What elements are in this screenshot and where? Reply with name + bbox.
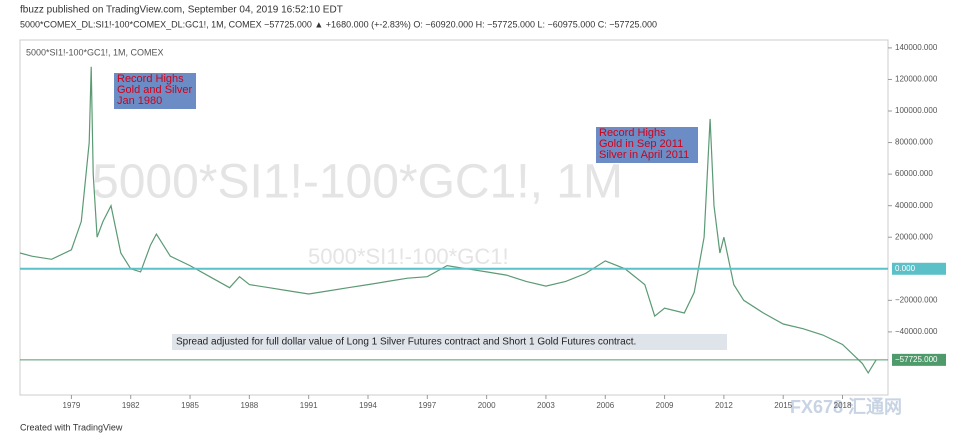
watermark-small: 5000*SI1!-100*GC1! <box>308 244 509 269</box>
x-tick-label: 2018 <box>834 401 852 410</box>
x-tick-label: 1988 <box>240 401 258 410</box>
price-label: −57725.000 <box>895 355 938 364</box>
y-tick-label: −20000.000 <box>895 295 938 304</box>
x-tick-label: 1997 <box>418 401 436 410</box>
annotation-box <box>114 73 196 109</box>
watermark: 5000*SI1!-100*GC1!, 1M <box>92 156 623 209</box>
y-tick-label: 40000.000 <box>895 201 933 210</box>
y-tick-label: 140000.000 <box>895 43 938 52</box>
x-tick-label: 2000 <box>478 401 496 410</box>
y-tick-label: 120000.000 <box>895 75 938 84</box>
x-tick-label: 2015 <box>774 401 792 410</box>
x-tick-label: 1982 <box>122 401 140 410</box>
x-tick-label: 2003 <box>537 401 555 410</box>
price-box <box>892 353 946 366</box>
x-tick-label: 1985 <box>181 401 199 410</box>
corner-mark: FX678 汇通网 <box>790 397 902 417</box>
x-tick-label: 2012 <box>715 401 733 410</box>
note-box <box>172 334 727 350</box>
annotation-box <box>596 127 698 163</box>
x-tick-label: 2009 <box>656 401 674 410</box>
legend-text: 5000*SI1!-100*GC1!, 1M, COMEX <box>26 47 164 57</box>
annotation: Gold in Sep 2011 <box>599 138 683 150</box>
annotation: Silver in April 2011 <box>599 149 689 161</box>
price-label: 0.000 <box>895 264 916 273</box>
y-tick-label: 60000.000 <box>895 169 933 178</box>
annotation: Gold and Silver <box>117 84 193 96</box>
y-tick-label: 20000.000 <box>895 232 933 241</box>
y-tick-label: 80000.000 <box>895 138 933 147</box>
plot-frame <box>19 39 889 396</box>
x-tick-label: 1979 <box>63 401 81 410</box>
y-tick-label: 100000.000 <box>895 106 938 115</box>
ticker-line: 5000*COMEX_DL:SI1!-100*COMEX_DL:GC1!, 1M… <box>20 19 657 29</box>
y-tick-label: −40000.000 <box>895 327 938 336</box>
x-tick-label: 1994 <box>359 401 377 410</box>
publish-info: fbuzz published on TradingView.com, Sept… <box>20 5 343 16</box>
annotation: Record Highs <box>117 73 184 85</box>
x-tick-label: 1991 <box>300 401 318 410</box>
annotation: Jan 1980 <box>117 95 162 107</box>
x-tick-label: 2006 <box>596 401 614 410</box>
note: Spread adjusted for full dollar value of… <box>176 337 636 348</box>
price-box <box>892 262 946 275</box>
annotation: Record Highs <box>599 127 666 139</box>
series-line <box>19 66 877 375</box>
footer: Created with TradingView <box>20 422 123 432</box>
